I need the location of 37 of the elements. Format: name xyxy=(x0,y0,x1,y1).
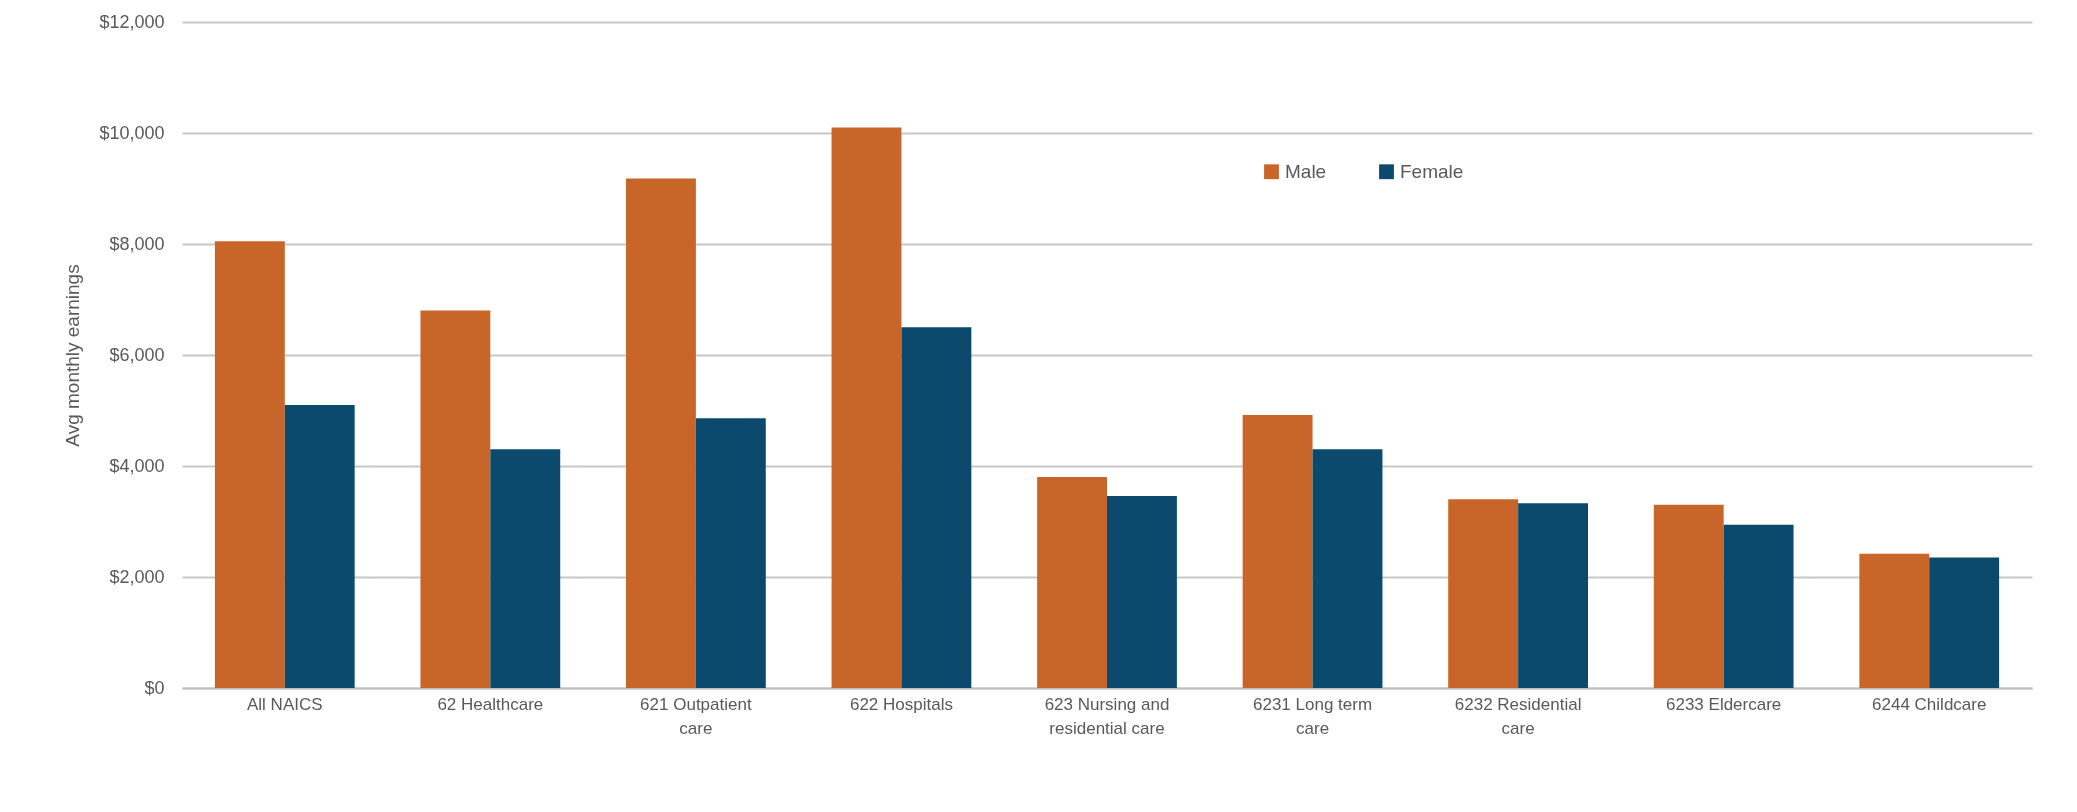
legend-label: Male xyxy=(1285,160,1327,182)
bar xyxy=(626,178,696,688)
x-tick-label: 6244 Childcare xyxy=(1872,694,1987,714)
y-axis-title: Avg monthly earnings xyxy=(62,264,84,447)
bar xyxy=(1242,414,1313,688)
bar xyxy=(214,241,285,688)
x-tick-label: 621 Outpatient care xyxy=(640,694,752,738)
bar xyxy=(695,418,766,688)
bar xyxy=(284,404,355,688)
y-tick-label: $6,000 xyxy=(109,344,165,365)
y-tick-label: $4,000 xyxy=(109,455,165,476)
bar xyxy=(901,327,972,688)
bar xyxy=(1312,449,1383,688)
x-tick-label: 6233 Eldercare xyxy=(1666,694,1782,714)
bar xyxy=(1518,503,1588,688)
x-tick-label: All NAICS xyxy=(246,694,323,714)
x-tick-label: 62 Healthcare xyxy=(437,694,544,714)
bar xyxy=(1653,504,1724,688)
y-tick-label: $10,000 xyxy=(99,122,165,143)
bar xyxy=(490,449,561,688)
x-tick-label: 6231 Long term care xyxy=(1253,694,1373,738)
bar xyxy=(831,127,902,688)
x-tick-label: 622 Hospitals xyxy=(849,694,953,714)
bar xyxy=(1859,553,1930,688)
legend-label: Female xyxy=(1400,160,1464,182)
bar xyxy=(1448,499,1519,688)
y-tick-label: $0 xyxy=(144,677,165,698)
x-tick-label: 6232 Residential care xyxy=(1454,694,1582,738)
y-tick-label: $12,000 xyxy=(99,11,165,32)
y-tick-label: $2,000 xyxy=(109,566,165,587)
bar xyxy=(1107,495,1177,688)
bar xyxy=(1723,524,1794,688)
bar xyxy=(420,310,491,688)
bar xyxy=(1037,477,1107,688)
bar xyxy=(1929,557,2000,688)
x-tick-label: 623 Nursing and residential care xyxy=(1044,694,1170,738)
y-tick-label: $8,000 xyxy=(109,233,165,254)
